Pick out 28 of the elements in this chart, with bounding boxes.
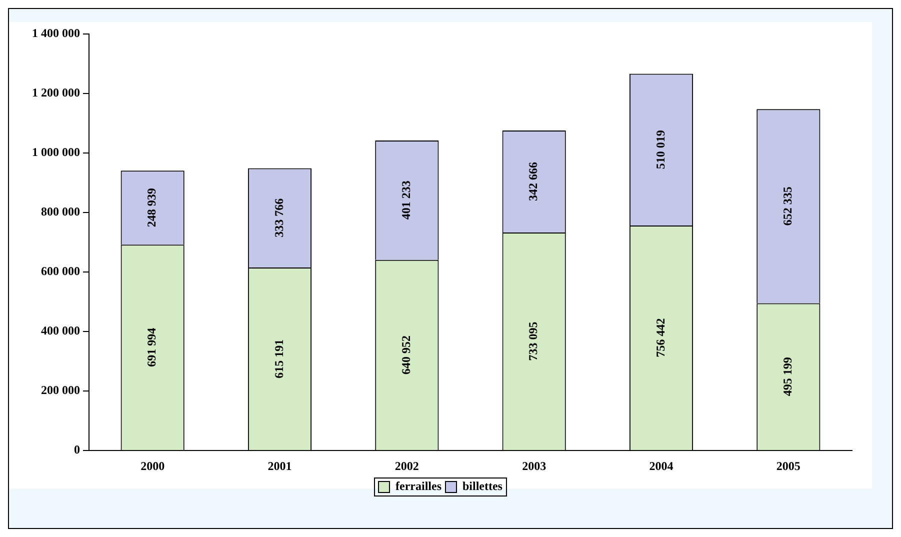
data-label: 615 191 <box>272 339 286 378</box>
y-tick-label: 800 000 <box>41 204 80 219</box>
data-label: 640 952 <box>399 335 414 374</box>
x-tick-label: 2004 <box>649 458 674 473</box>
data-label: 652 335 <box>780 186 795 226</box>
data-label: 495 199 <box>780 357 795 396</box>
legend-label: billettes <box>462 479 503 494</box>
data-label: 248 939 <box>144 188 159 228</box>
data-label: 510 019 <box>653 130 668 170</box>
data-label: 333 766 <box>272 198 286 238</box>
data-label: 691 994 <box>144 328 159 367</box>
y-tick-label: 1 000 000 <box>32 145 80 160</box>
x-tick-label: 2005 <box>776 458 800 473</box>
x-tick-label: 2000 <box>140 458 165 473</box>
data-label: 733 095 <box>526 322 540 361</box>
y-tick-label: 200 000 <box>41 383 80 398</box>
x-tick-label: 2002 <box>394 458 419 473</box>
y-tick-label: 1 400 000 <box>32 26 80 40</box>
x-tick-label: 2003 <box>522 458 546 473</box>
y-tick-label: 600 000 <box>41 264 80 278</box>
y-tick-label: 0 <box>74 442 80 457</box>
legend-label: ferrailles <box>396 479 442 494</box>
x-tick-label: 2001 <box>268 458 292 473</box>
data-label: 756 442 <box>653 318 668 358</box>
data-label: 342 666 <box>526 162 540 201</box>
y-tick-label: 1 200 000 <box>32 86 80 100</box>
y-tick-label: 400 000 <box>41 324 80 338</box>
data-label: 401 233 <box>399 180 414 220</box>
